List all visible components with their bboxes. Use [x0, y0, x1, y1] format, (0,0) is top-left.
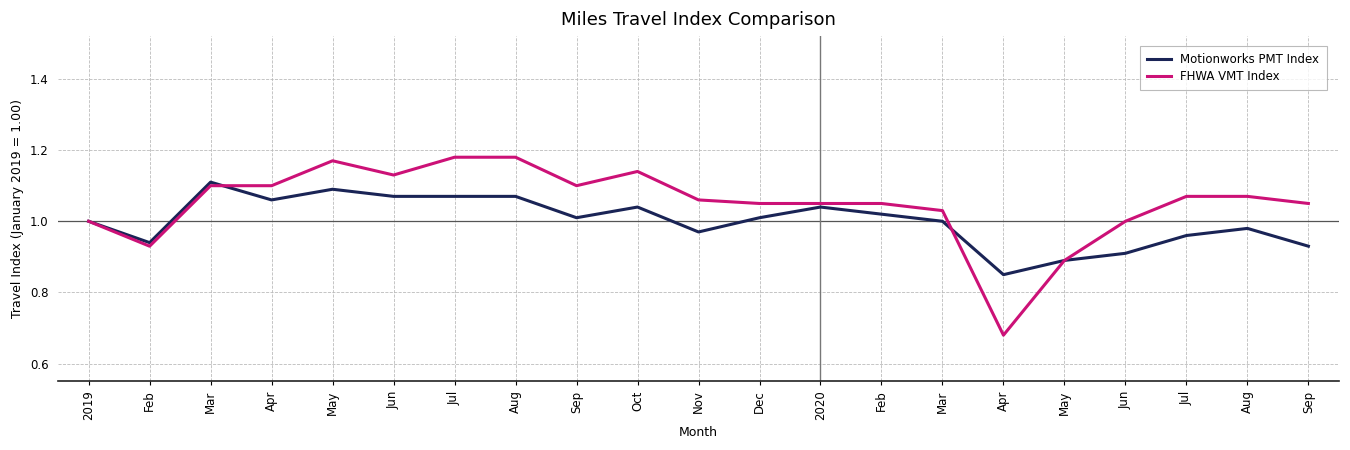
Title: Miles Travel Index Comparison: Miles Travel Index Comparison	[562, 11, 836, 29]
Line: Motionworks PMT Index: Motionworks PMT Index	[89, 182, 1308, 274]
FHWA VMT Index	[81, 219, 97, 224]
FHWA VMT Index	[508, 154, 524, 160]
Motionworks PMT Index	[934, 219, 950, 224]
FHWA VMT Index	[324, 158, 340, 163]
Motionworks PMT Index	[142, 240, 158, 245]
Motionworks PMT Index	[1118, 251, 1134, 256]
Motionworks PMT Index	[324, 187, 340, 192]
Motionworks PMT Index	[447, 194, 463, 199]
Motionworks PMT Index	[813, 204, 829, 210]
Motionworks PMT Index	[386, 194, 402, 199]
Motionworks PMT Index	[508, 194, 524, 199]
Motionworks PMT Index	[1056, 258, 1072, 263]
FHWA VMT Index	[690, 197, 706, 202]
Motionworks PMT Index	[202, 180, 219, 185]
Motionworks PMT Index	[629, 204, 645, 210]
FHWA VMT Index	[263, 183, 279, 189]
FHWA VMT Index	[1179, 194, 1195, 199]
FHWA VMT Index	[752, 201, 768, 206]
Motionworks PMT Index	[995, 272, 1011, 277]
FHWA VMT Index	[202, 183, 219, 189]
X-axis label: Month: Month	[679, 426, 718, 439]
Y-axis label: Travel Index (January 2019 = 1.00): Travel Index (January 2019 = 1.00)	[11, 99, 24, 318]
Motionworks PMT Index	[1300, 243, 1316, 249]
Motionworks PMT Index	[690, 229, 706, 234]
Motionworks PMT Index	[873, 212, 890, 217]
Motionworks PMT Index	[1239, 226, 1256, 231]
Legend: Motionworks PMT Index, FHWA VMT Index: Motionworks PMT Index, FHWA VMT Index	[1141, 45, 1327, 90]
Motionworks PMT Index	[263, 197, 279, 202]
FHWA VMT Index	[995, 333, 1011, 338]
FHWA VMT Index	[934, 208, 950, 213]
Line: FHWA VMT Index: FHWA VMT Index	[89, 157, 1308, 335]
FHWA VMT Index	[1300, 201, 1316, 206]
FHWA VMT Index	[568, 183, 585, 189]
FHWA VMT Index	[1118, 219, 1134, 224]
Motionworks PMT Index	[568, 215, 585, 220]
FHWA VMT Index	[1239, 194, 1256, 199]
FHWA VMT Index	[813, 201, 829, 206]
Motionworks PMT Index	[81, 219, 97, 224]
FHWA VMT Index	[447, 154, 463, 160]
Motionworks PMT Index	[752, 215, 768, 220]
Motionworks PMT Index	[1179, 233, 1195, 238]
FHWA VMT Index	[142, 243, 158, 249]
FHWA VMT Index	[629, 169, 645, 174]
FHWA VMT Index	[873, 201, 890, 206]
FHWA VMT Index	[386, 172, 402, 178]
FHWA VMT Index	[1056, 258, 1072, 263]
